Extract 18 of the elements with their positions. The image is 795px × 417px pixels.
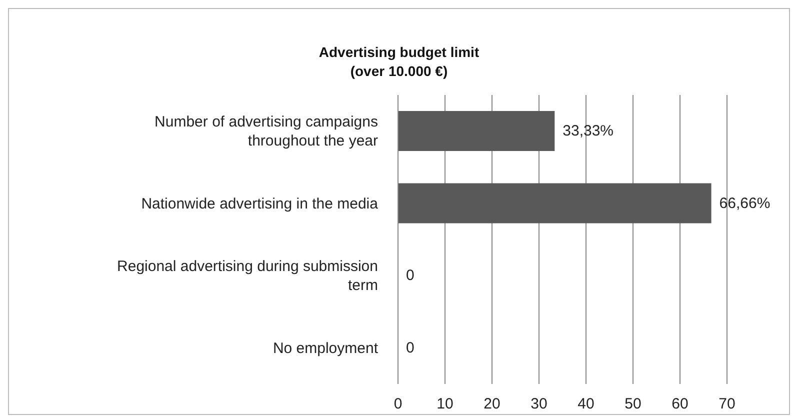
x-tick-label: 30 [530, 396, 548, 413]
y-tick-label: Nationwide advertising in the media [141, 194, 379, 212]
x-tick-label: 70 [718, 396, 736, 413]
x-tick-label: 0 [394, 396, 402, 413]
y-tick-label: Regional advertising during submission term [117, 258, 378, 294]
y-tick-label: Number of advertising campaigns throughout the year [154, 113, 378, 150]
x-tick-label: 10 [436, 396, 454, 413]
x-tick-label: 20 [484, 396, 500, 413]
x-tick-label: 60 [672, 396, 688, 413]
data-label: 33,33% [562, 122, 614, 140]
chart-title: Advertising budget limit [318, 43, 480, 62]
y-tick-label: No employment [272, 339, 379, 356]
data-label: 0 [406, 267, 414, 284]
chart-subtitle: (over 10.000 €) [349, 62, 449, 81]
data-label: 66,66% [719, 194, 770, 212]
data-label: 0 [406, 339, 414, 356]
x-tick-label: 40 [578, 396, 594, 413]
x-tick-label: 50 [624, 396, 642, 413]
